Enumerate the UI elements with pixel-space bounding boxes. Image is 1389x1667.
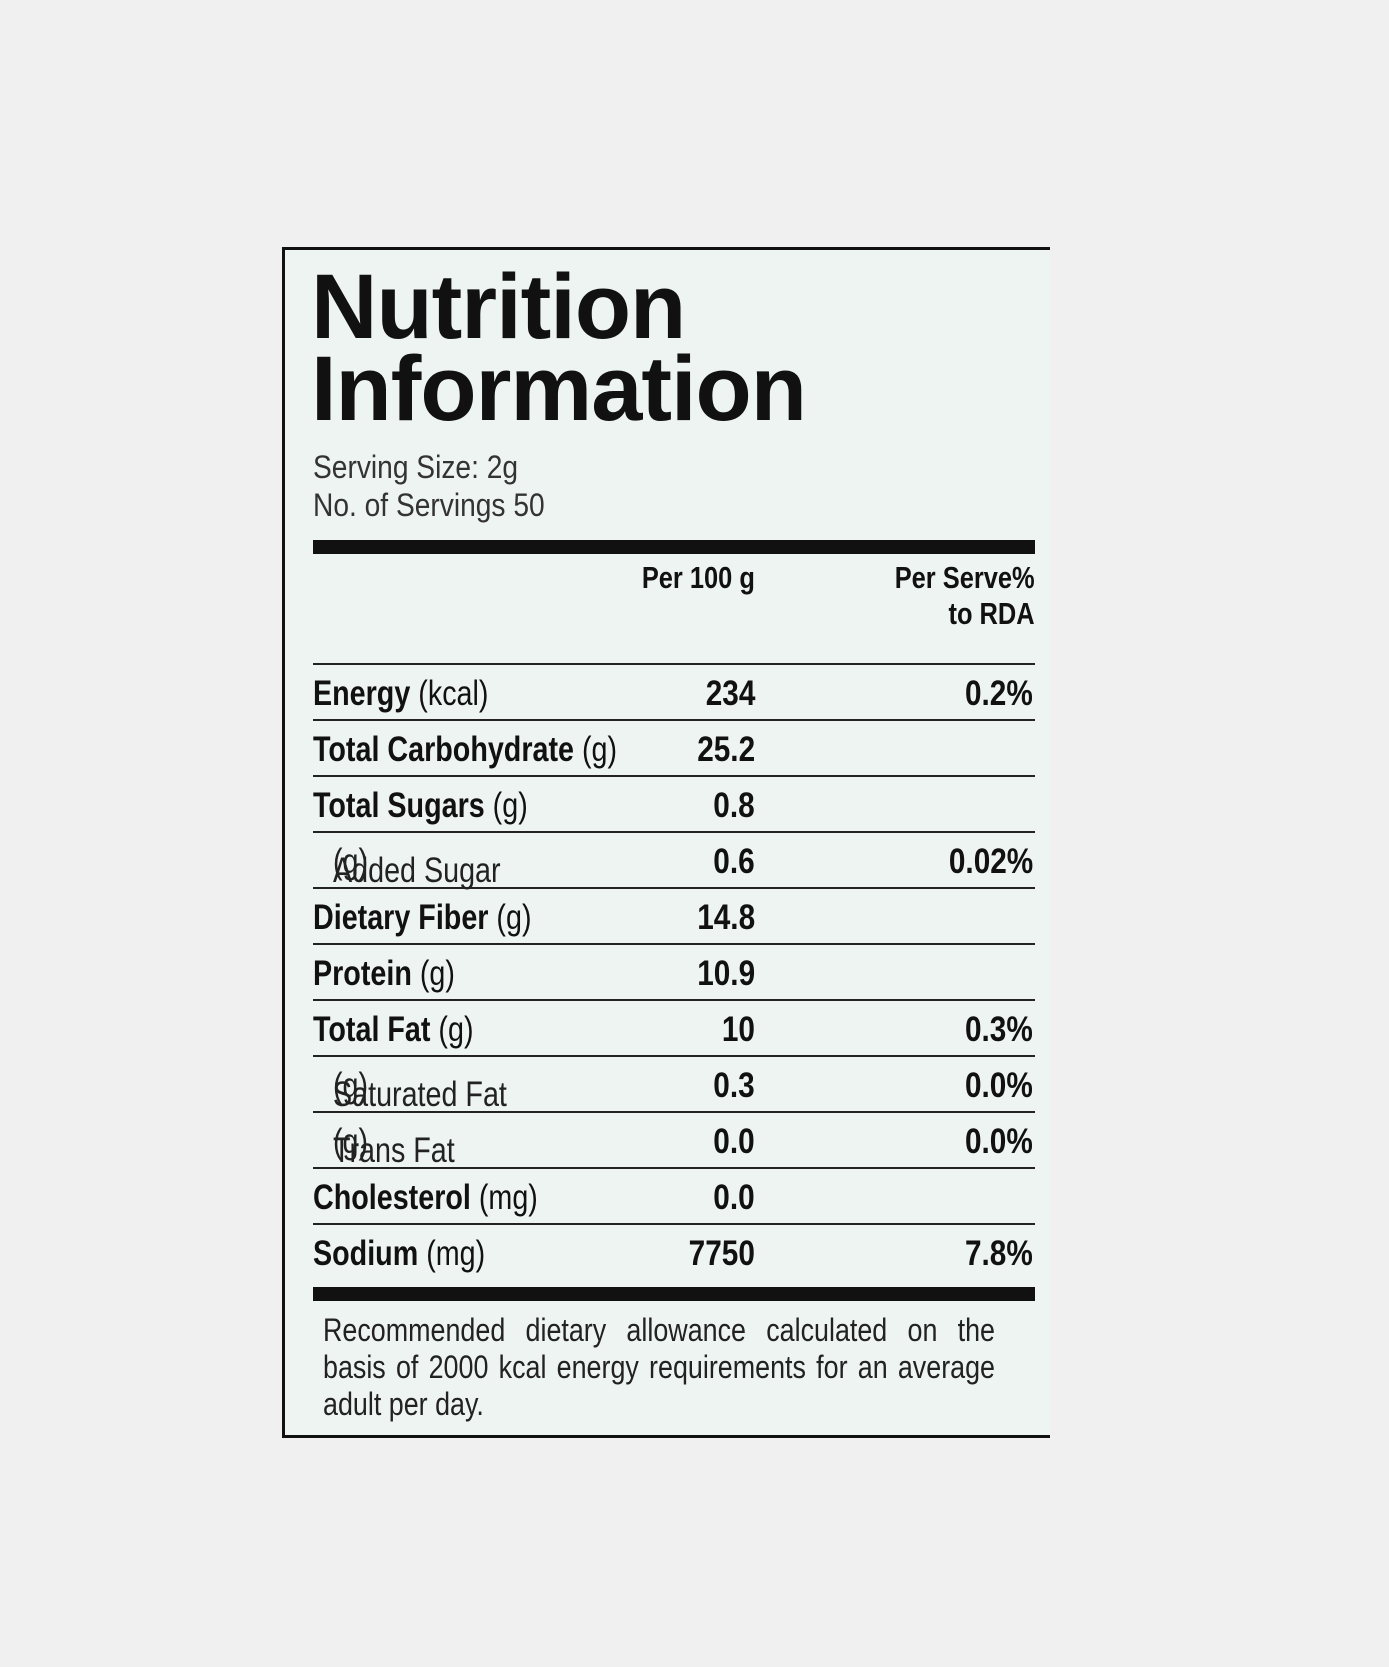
- nutrient-unit: (mg): [478, 1178, 538, 1217]
- nutrient: Protein (g): [313, 954, 455, 994]
- table-row: Energy (kcal) 234 0.2%: [313, 665, 1035, 721]
- nutrient: Total Sugars (g): [313, 786, 528, 826]
- nutrient-unit: (g): [438, 1010, 474, 1049]
- rda-value: 0.02%: [948, 842, 1033, 881]
- nutrient-unit: (g): [492, 786, 528, 825]
- table-row: Cholesterol (mg) 0.0: [313, 1169, 1035, 1225]
- per-100g-value: 0.6: [713, 842, 755, 881]
- table-header: Per 100 g Per Serve% to RDA: [313, 560, 1035, 665]
- rda-value: 0.0%: [965, 1066, 1033, 1105]
- nutrient-name: Added Sugar: [333, 851, 501, 890]
- serving-info: Serving Size: 2g No. of Servings 50: [313, 448, 545, 524]
- title-line: Information: [311, 338, 807, 440]
- per-100g-value: 25.2: [697, 730, 755, 769]
- nutrient-name: Total Carbohydrate: [313, 730, 574, 769]
- per-100g-value: 0.0: [713, 1122, 755, 1161]
- nutrient-name: Cholesterol: [313, 1178, 471, 1217]
- nutrient-name: Energy: [313, 674, 411, 713]
- per-100g-value: 14.8: [697, 898, 755, 937]
- rda-value: 0.3%: [965, 1010, 1033, 1049]
- per-100g-value: 10: [721, 1010, 755, 1049]
- header-rda-line: to RDA: [948, 596, 1035, 631]
- header-rda-line: Per Serve%: [895, 560, 1035, 595]
- serving-size: Serving Size: 2g: [313, 449, 519, 485]
- table-body: Energy (kcal) 234 0.2% Total Carbohydrate (…: [313, 665, 1035, 1279]
- rda-value: 0.0%: [965, 1122, 1033, 1161]
- nutrient-name: Trans Fat: [333, 1131, 455, 1170]
- nutrient-unit: (g): [333, 1122, 369, 1161]
- nutrient-unit: (g): [419, 954, 455, 993]
- rda-value: 7.8%: [965, 1234, 1033, 1273]
- table-row: Dietary Fiber (g) 14.8: [313, 889, 1035, 945]
- nutrient: Dietary Fiber (g): [313, 898, 532, 938]
- nutrient-unit: (g): [581, 730, 618, 769]
- nutrient: Added Sugar (g): [333, 842, 501, 890]
- rda-value: 0.2%: [965, 674, 1033, 713]
- nutrient: Trans Fat (g): [333, 1122, 455, 1170]
- nutrient-unit: (mg): [426, 1234, 486, 1273]
- nutrient: Total Fat (g): [313, 1010, 474, 1050]
- nutrition-label: Nutrition Information Serving Size: 2g N…: [282, 247, 1050, 1438]
- servings: No. of Servings 50: [313, 487, 545, 523]
- per-100g-value: 0.3: [713, 1066, 755, 1105]
- thick-rule: [313, 540, 1035, 554]
- table-row: Total Sugars (g) 0.8: [313, 777, 1035, 833]
- nutrient-name: Total Fat: [313, 1010, 431, 1049]
- table-row: Sodium (mg) 7750 7.8%: [313, 1225, 1035, 1279]
- nutrient-name: Saturated Fat: [333, 1075, 507, 1114]
- per-100g-value: 0.8: [713, 786, 755, 825]
- table-row: Protein (g) 10.9: [313, 945, 1035, 1001]
- table-row: Saturated Fat (g) 0.3 0.0%: [313, 1057, 1035, 1114]
- nutrient: Cholesterol (mg): [313, 1178, 538, 1218]
- nutrient: Total Carbohydrate (g): [313, 730, 617, 770]
- nutrient-unit: (g): [333, 1066, 369, 1105]
- nutrient-name: Protein: [313, 954, 412, 993]
- nutrient-unit: (g): [496, 898, 532, 937]
- nutrient-name: Sodium: [313, 1234, 419, 1273]
- nutrient-unit: (kcal): [418, 674, 489, 713]
- nutrient-name: Dietary Fiber: [313, 898, 489, 937]
- nutrient: Saturated Fat (g): [333, 1066, 507, 1114]
- title-line: Nutrition: [311, 256, 686, 358]
- per-100g-value: 7750: [688, 1234, 755, 1273]
- nutrient: Energy (kcal): [313, 674, 488, 714]
- footnote: Recommended dietary allowance calculated…: [323, 1312, 995, 1422]
- header-rda: Per Serve% to RDA: [895, 560, 1035, 632]
- table-row: Trans Fat (g) 0.0 0.0%: [313, 1113, 1035, 1170]
- per-100g-value: 10.9: [697, 954, 755, 993]
- per-100g-value: 0.0: [713, 1178, 755, 1217]
- nutrient-unit: (g): [333, 842, 369, 881]
- thick-rule: [313, 1287, 1035, 1301]
- table-row: Added Sugar (g) 0.6 0.02%: [313, 833, 1035, 890]
- per-100g-value: 234: [705, 674, 755, 713]
- table-row: Total Carbohydrate (g) 25.2: [313, 721, 1035, 777]
- title: Nutrition Information: [311, 256, 807, 440]
- header-per-100g: Per 100 g: [641, 560, 755, 595]
- nutrient-name: Total Sugars: [313, 786, 485, 825]
- nutrient: Sodium (mg): [313, 1234, 485, 1274]
- table-row: Total Fat (g) 10 0.3%: [313, 1001, 1035, 1057]
